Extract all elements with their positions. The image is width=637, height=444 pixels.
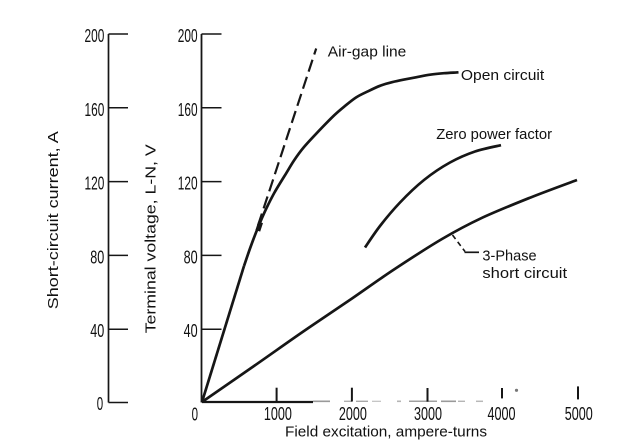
svg-text:Open circuit: Open circuit <box>461 67 545 84</box>
svg-text:0: 0 <box>192 403 198 424</box>
svg-text:Terminal voltage, L-N, V: Terminal voltage, L-N, V <box>142 144 159 333</box>
svg-text:Zero power factor: Zero power factor <box>436 126 552 143</box>
svg-text:3000: 3000 <box>414 403 442 424</box>
svg-text:0: 0 <box>97 393 103 414</box>
svg-text:120: 120 <box>85 173 105 194</box>
svg-text:40: 40 <box>90 320 104 341</box>
svg-text:200: 200 <box>85 25 105 46</box>
svg-text:5000: 5000 <box>565 403 593 424</box>
svg-text:Field excitation, ampere-turn: Field excitation, ampere-turns <box>285 424 487 441</box>
svg-text:200: 200 <box>178 25 198 46</box>
svg-text:40: 40 <box>184 320 198 341</box>
svg-text:1000: 1000 <box>264 403 292 424</box>
svg-text:160: 160 <box>85 99 105 120</box>
svg-text:3-Phase: 3-Phase <box>482 248 536 265</box>
svg-text:120: 120 <box>178 173 198 194</box>
svg-text:4000: 4000 <box>488 403 516 424</box>
svg-text:short circuit: short circuit <box>482 265 568 282</box>
svg-text:160: 160 <box>178 99 198 120</box>
svg-text:Air-gap line: Air-gap line <box>328 43 407 60</box>
svg-text:80: 80 <box>184 246 198 267</box>
svg-text:2000: 2000 <box>339 403 367 424</box>
svg-text:80: 80 <box>90 246 104 267</box>
svg-text:Short-circuit current, A: Short-circuit current, A <box>45 131 62 309</box>
